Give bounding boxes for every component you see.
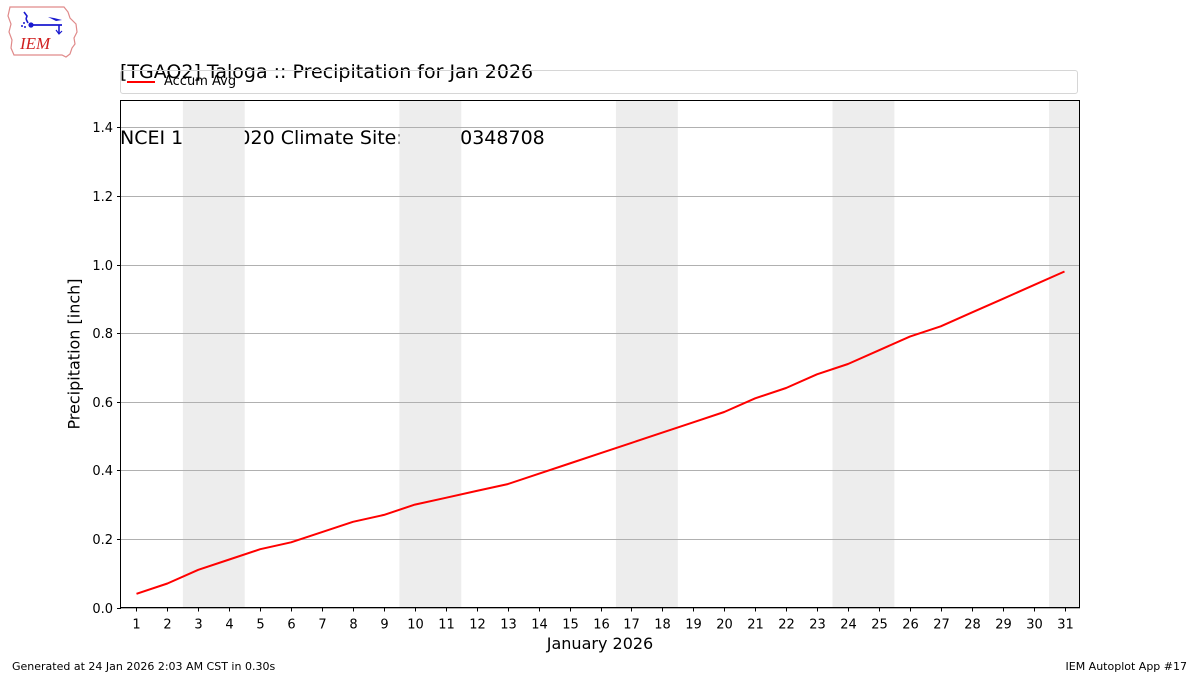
x-tick-label: 28 — [964, 618, 981, 633]
iem-logo: IEM — [6, 4, 82, 60]
x-tick-label: 15 — [562, 618, 579, 633]
x-tick-label: 10 — [407, 618, 424, 633]
generated-timestamp: Generated at 24 Jan 2026 2:03 AM CST in … — [12, 660, 276, 673]
weekend-band — [1049, 100, 1080, 608]
x-tick-label: 16 — [593, 618, 610, 633]
legend: Accum Avg — [120, 70, 1078, 94]
legend-line-swatch — [127, 81, 155, 83]
logo-text: IEM — [19, 34, 51, 53]
x-tick-label: 22 — [778, 618, 795, 633]
y-tick-label: 1.4 — [92, 121, 113, 136]
y-tick-label: 1.2 — [92, 190, 113, 205]
x-tick-label: 31 — [1057, 618, 1074, 633]
x-tick-label: 27 — [933, 618, 950, 633]
x-axis-ticks: 1 2 3 4 5 6 7 8 9 10 11 12 13 14 15 16 17 18 19 20 21 22 23 24 2… — [132, 607, 1074, 633]
y-tick-label: 0.8 — [92, 327, 113, 342]
weekend-band — [182, 100, 245, 608]
y-gridlines — [121, 127, 1080, 609]
y-tick-label: 0.6 — [92, 396, 113, 411]
y-tick-label: 0.4 — [92, 464, 113, 479]
y-axis-ticks: 0.0 0.2 0.4 0.6 0.8 1.0 1.2 1.4 — [92, 121, 121, 617]
x-tick-label: 29 — [995, 618, 1012, 633]
y-axis-label: Precipitation [inch] — [64, 278, 84, 430]
weekend-shading — [182, 100, 1080, 608]
x-tick-label: 2 — [163, 618, 171, 633]
x-tick-label: 1 — [132, 618, 140, 633]
x-tick-label: 4 — [225, 618, 233, 633]
accum-avg-line — [136, 270, 1065, 595]
title-line-1: [TGAO2] Taloga :: Precipitation for Jan … — [120, 61, 534, 83]
x-tick-label: 3 — [194, 618, 202, 633]
autoplot-app-label: IEM Autoplot App #17 — [1065, 660, 1188, 673]
x-tick-label: 8 — [349, 618, 357, 633]
x-tick-label: 11 — [438, 618, 455, 633]
weekend-band — [399, 100, 462, 608]
y-tick-label: 1.0 — [92, 259, 113, 274]
iowa-map-icon: IEM — [7, 6, 78, 58]
x-tick-label: 25 — [871, 618, 888, 633]
legend-label-accum-avg: Accum Avg — [164, 74, 237, 89]
x-tick-label: 13 — [500, 618, 517, 633]
axes-frame — [120, 100, 1080, 608]
x-tick-label: 17 — [623, 618, 640, 633]
x-axis-label-text: January 2026 — [546, 634, 654, 653]
x-tick-label: 9 — [380, 618, 388, 633]
x-tick-label: 6 — [287, 618, 295, 633]
x-axis-label: January 2026 — [0, 634, 1200, 653]
x-tick-label: 12 — [469, 618, 486, 633]
x-tick-label: 5 — [256, 618, 264, 633]
x-tick-label: 18 — [654, 618, 671, 633]
x-tick-label: 14 — [531, 618, 548, 633]
y-tick-label: 0.2 — [92, 533, 113, 548]
x-tick-label: 30 — [1026, 618, 1043, 633]
x-tick-label: 26 — [902, 618, 919, 633]
x-tick-label: 19 — [685, 618, 702, 633]
x-tick-label: 7 — [318, 618, 326, 633]
x-tick-label: 23 — [809, 618, 826, 633]
x-tick-label: 21 — [747, 618, 764, 633]
x-tick-label: 20 — [716, 618, 733, 633]
y-tick-label: 0.0 — [92, 602, 113, 617]
weekend-band — [615, 100, 678, 608]
x-tick-label: 24 — [840, 618, 857, 633]
weekend-band — [832, 100, 895, 608]
